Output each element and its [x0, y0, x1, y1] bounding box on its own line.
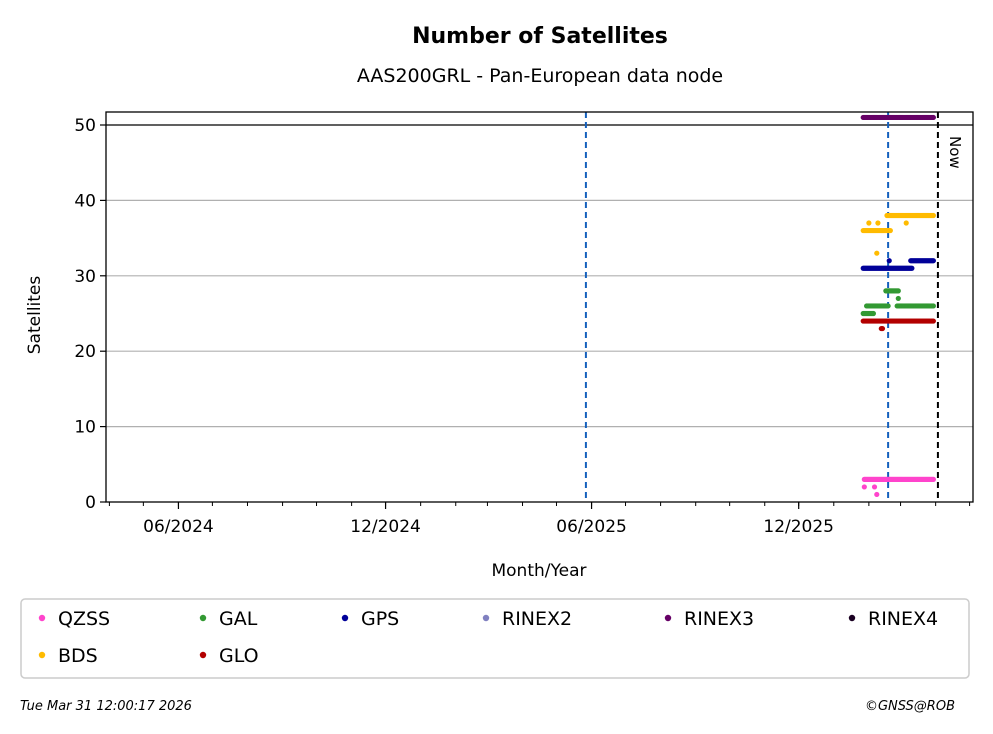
- legend-label: GPS: [361, 608, 399, 630]
- chart-subtitle: AAS200GRL - Pan-European data node: [357, 65, 723, 87]
- data-point: [885, 303, 891, 309]
- legend-marker-icon: [482, 614, 490, 622]
- legend-marker-icon: [341, 614, 349, 622]
- data-point: [886, 258, 892, 264]
- data-point: [874, 491, 880, 498]
- series-bds: [860, 212, 936, 256]
- legend-item-gal: GAL: [199, 608, 258, 630]
- data-point: [903, 220, 909, 226]
- legend-label: GLO: [219, 645, 259, 667]
- axes: 0 10 20 30 40 50 06/2024 12/2024 06/2025 12/2025: [74, 116, 971, 537]
- x-tick-label: 06/2024: [143, 517, 214, 537]
- data-point: [930, 303, 936, 309]
- legend-marker-icon: [199, 614, 207, 622]
- legend-item-rinex4: RINEX4: [848, 608, 938, 630]
- y-tick-label: 0: [85, 493, 96, 513]
- legend-label: RINEX2: [502, 608, 572, 630]
- series-gal: [860, 288, 936, 317]
- data-point: [871, 484, 878, 490]
- y-tick-label: 10: [74, 418, 96, 438]
- legend: QZSS GAL GPS RINEX2 RINEX3 RINEX4 BDS GLO: [38, 608, 938, 667]
- data-point: [930, 114, 936, 121]
- data-point: [930, 212, 936, 219]
- now-label: Now: [946, 136, 964, 169]
- data-point: [875, 220, 881, 226]
- x-tick-label: 12/2024: [350, 517, 421, 537]
- legend-marker-icon: [664, 614, 672, 622]
- footer-timestamp: Tue Mar 31 12:00:17 2026: [20, 699, 192, 714]
- y-tick-label: 20: [74, 342, 96, 362]
- x-tick-label: 12/2025: [763, 517, 834, 537]
- series-gps: [860, 258, 936, 271]
- data-points: [860, 114, 936, 498]
- legend-item-qzss: QZSS: [38, 608, 110, 630]
- legend-label: GAL: [219, 608, 258, 630]
- data-point: [870, 310, 876, 317]
- y-axis-label: Satellites: [25, 276, 45, 355]
- footer-copyright: ©GNSS@ROB: [865, 699, 955, 714]
- data-point: [879, 325, 886, 332]
- legend-label: RINEX4: [868, 608, 938, 630]
- legend-item-bds: BDS: [38, 645, 98, 667]
- legend-box: [20, 598, 970, 679]
- chart-title: Number of Satellites: [412, 24, 668, 49]
- x-axis-label: Month/Year: [491, 561, 586, 581]
- legend-item-rinex3: RINEX3: [664, 608, 754, 630]
- legend-item-glo: GLO: [199, 645, 259, 667]
- legend-marker-icon: [199, 651, 207, 659]
- x-tick-label: 06/2025: [556, 517, 627, 537]
- legend-label: RINEX3: [684, 608, 754, 630]
- legend-marker-icon: [38, 651, 46, 659]
- data-point: [930, 258, 936, 264]
- series-qzss: [861, 476, 936, 498]
- data-point: [866, 220, 872, 226]
- y-tick-label: 40: [74, 191, 96, 211]
- data-point: [909, 265, 915, 271]
- series-glo: [860, 318, 936, 332]
- data-point: [895, 288, 901, 294]
- data-point: [895, 295, 901, 302]
- data-point: [887, 227, 893, 234]
- y-tick-label: 50: [74, 116, 96, 136]
- legend-label: QZSS: [58, 608, 110, 630]
- legend-label: BDS: [58, 645, 98, 667]
- data-point: [930, 476, 936, 482]
- data-point: [930, 318, 936, 324]
- data-point: [874, 250, 880, 256]
- grid-lines: [106, 124, 973, 428]
- data-point: [861, 484, 867, 490]
- legend-item-gps: GPS: [341, 608, 399, 630]
- legend-marker-icon: [848, 614, 856, 622]
- plot-frame: [105, 111, 974, 503]
- legend-item-rinex2: RINEX2: [482, 608, 572, 630]
- series-rinex3: [860, 114, 936, 121]
- y-tick-label: 30: [74, 267, 96, 287]
- legend-marker-icon: [38, 614, 46, 622]
